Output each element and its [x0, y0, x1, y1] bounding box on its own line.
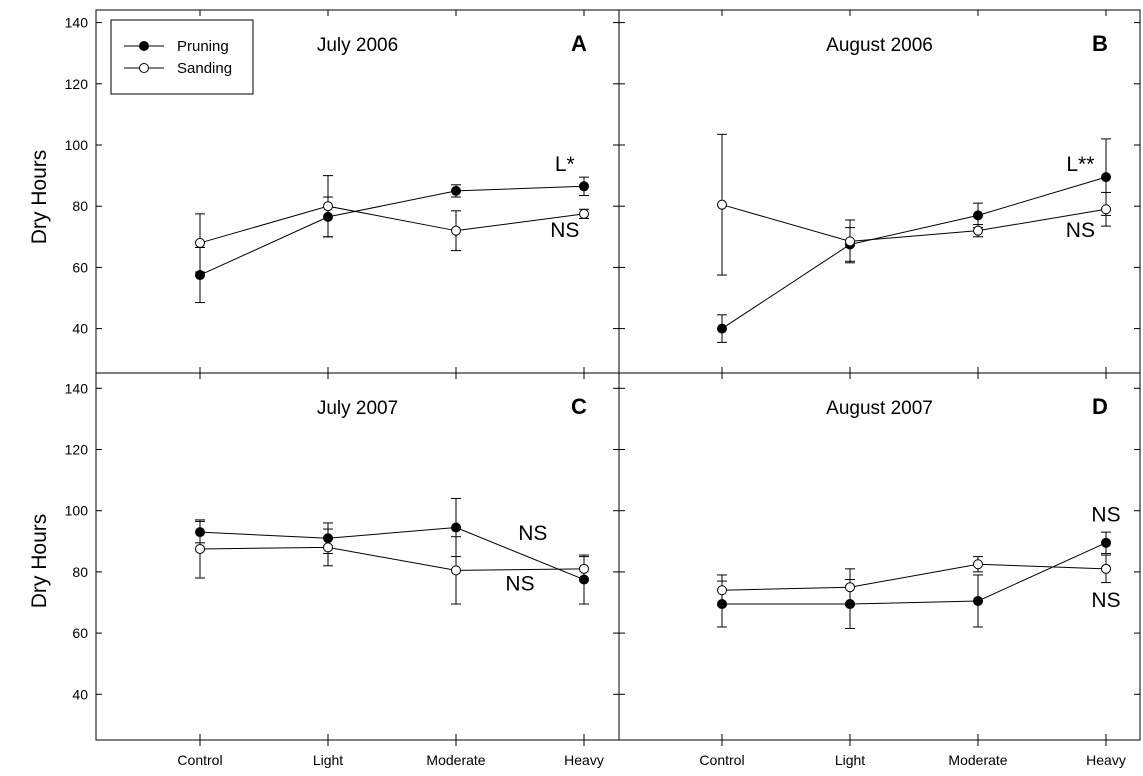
- legend-sanding-label: Sanding: [177, 60, 232, 77]
- panel-b-letter: B: [1092, 31, 1108, 56]
- panel-c-xtick-label-0: Control: [177, 752, 222, 768]
- panel-c-letter: C: [571, 394, 587, 419]
- panel-b-pruning-point-3: [1101, 172, 1111, 183]
- legend-pruning-label: Pruning: [177, 38, 229, 55]
- panel-c-ytick-label-4: 120: [65, 442, 89, 458]
- panel-d-xtick-label-2: Moderate: [948, 752, 1007, 768]
- panel-d-sanding-point-2: [973, 559, 983, 570]
- legend-pruning-marker: [139, 41, 149, 51]
- panel-c-ytick-label-1: 60: [72, 625, 88, 641]
- panel-c-annotation-1: NS: [505, 572, 534, 595]
- panel-b-pruning-point-0: [717, 323, 727, 334]
- panel-d-xtick-label-3: Heavy: [1086, 752, 1126, 768]
- panel-b-annotation-0: L**: [1066, 153, 1094, 176]
- panel-c-pruning-point-1: [323, 533, 333, 544]
- panel-d-pruning-line: [722, 542, 1107, 605]
- panel-c-sanding-point-1: [323, 542, 333, 553]
- legend-box: [110, 19, 254, 95]
- panel-c-sanding-line: [199, 546, 585, 571]
- panel-c-pruning-point-3: [579, 574, 589, 585]
- panel-d-sanding-point-3: [1101, 563, 1111, 574]
- panel-c-xtick-label-3: Heavy: [564, 752, 604, 768]
- panel-a-pruning-line: [199, 185, 585, 276]
- panel-a-pruning-point-2: [451, 185, 461, 196]
- panel-d-sanding-point-1: [845, 582, 855, 593]
- panel-d-annotation-0: NS: [1091, 503, 1120, 526]
- text-layer: 40 60 80 100 120 140 July 2006 A L* NS August 2006…: [65, 15, 1126, 768]
- panel-a-ytick-label-5: 140: [65, 15, 89, 31]
- panel-a-annotation-1: NS: [550, 219, 579, 242]
- panel-c-pruning-point-2: [451, 522, 461, 533]
- panel-d-letter: D: [1092, 394, 1108, 419]
- panel-a-pruning-point-0: [195, 270, 205, 281]
- panel-a-sanding-point-1: [323, 201, 333, 212]
- panel-d-xtick-label-0: Control: [699, 752, 744, 768]
- panel-b-sanding-point-0: [717, 199, 727, 210]
- panel-a-ytick-label-0: 40: [72, 321, 88, 337]
- panel-c-frame: [95, 372, 620, 741]
- panel-b-pruning-line: [721, 176, 1107, 330]
- marks-layer: [195, 133, 1111, 630]
- panel-d-sanding-point-0: [717, 585, 727, 596]
- panel-d-pruning-point-1: [845, 599, 855, 610]
- panel-c-sanding-point-2: [451, 565, 461, 576]
- panel-d-pruning-point-0: [717, 599, 727, 610]
- panel-d-pruning-point-3: [1101, 537, 1111, 548]
- panel-a-sanding-point-0: [195, 237, 205, 248]
- panel-b-sanding-point-3: [1101, 204, 1111, 215]
- panel-a-sanding-point-2: [451, 225, 461, 236]
- y-axis-label-bottom: Dry Hours: [28, 514, 51, 609]
- panel-a-pruning-point-3: [579, 181, 589, 192]
- panel-a-annotation-0: L*: [555, 153, 575, 176]
- panel-a-ytick-label-1: 60: [72, 259, 88, 275]
- panel-d-title: August 2007: [826, 398, 933, 419]
- panel-c-sanding-point-0: [195, 543, 205, 554]
- panel-d-annotation-1: NS: [1091, 589, 1120, 612]
- panel-a-ytick-label-2: 80: [72, 198, 88, 214]
- panel-b-frame: [618, 9, 1141, 374]
- panel-d-xtick-label-1: Light: [835, 752, 865, 768]
- panel-a-ytick-label-4: 120: [65, 76, 89, 92]
- panel-a-sanding-line: [199, 205, 585, 244]
- legend-sanding-marker: [139, 63, 149, 73]
- y-axis-label-top: Dry Hours: [28, 150, 51, 245]
- panel-c-pruning-point-0: [195, 527, 205, 538]
- panel-c-ytick-label-0: 40: [72, 686, 88, 702]
- panel-b-sanding-line: [721, 204, 1107, 242]
- panel-d-pruning-point-2: [973, 595, 983, 606]
- panel-d-sanding-line: [721, 563, 1107, 591]
- panel-c-ytick-label-5: 140: [65, 380, 89, 396]
- panel-b-pruning-point-2: [973, 210, 983, 221]
- panel-c-title: July 2007: [317, 398, 398, 419]
- panel-d-frame: [618, 372, 1141, 741]
- panel-c-pruning-line: [199, 527, 585, 581]
- panel-b-annotation-1: NS: [1066, 219, 1095, 242]
- panel-c-xtick-label-1: Light: [313, 752, 343, 768]
- panel-a-title: July 2006: [317, 35, 398, 56]
- panel-a-letter: A: [571, 31, 587, 56]
- panel-c-xtick-label-2: Moderate: [426, 752, 485, 768]
- panel-b-sanding-point-2: [973, 225, 983, 236]
- panel-c-ytick-label-2: 80: [72, 564, 88, 580]
- panel-b-sanding-point-1: [845, 236, 855, 247]
- legend: Pruning Sanding: [110, 19, 254, 95]
- axes-layer: [95, 9, 1141, 746]
- panel-c-annotation-0: NS: [518, 522, 547, 545]
- panel-a-pruning-point-1: [323, 211, 333, 222]
- panel-c-ytick-label-3: 100: [65, 503, 89, 519]
- panel-b-title: August 2006: [826, 35, 933, 56]
- panel-c-sanding-point-3: [579, 563, 589, 574]
- panel-a-sanding-point-3: [579, 208, 589, 219]
- panel-a-ytick-label-3: 100: [65, 137, 89, 153]
